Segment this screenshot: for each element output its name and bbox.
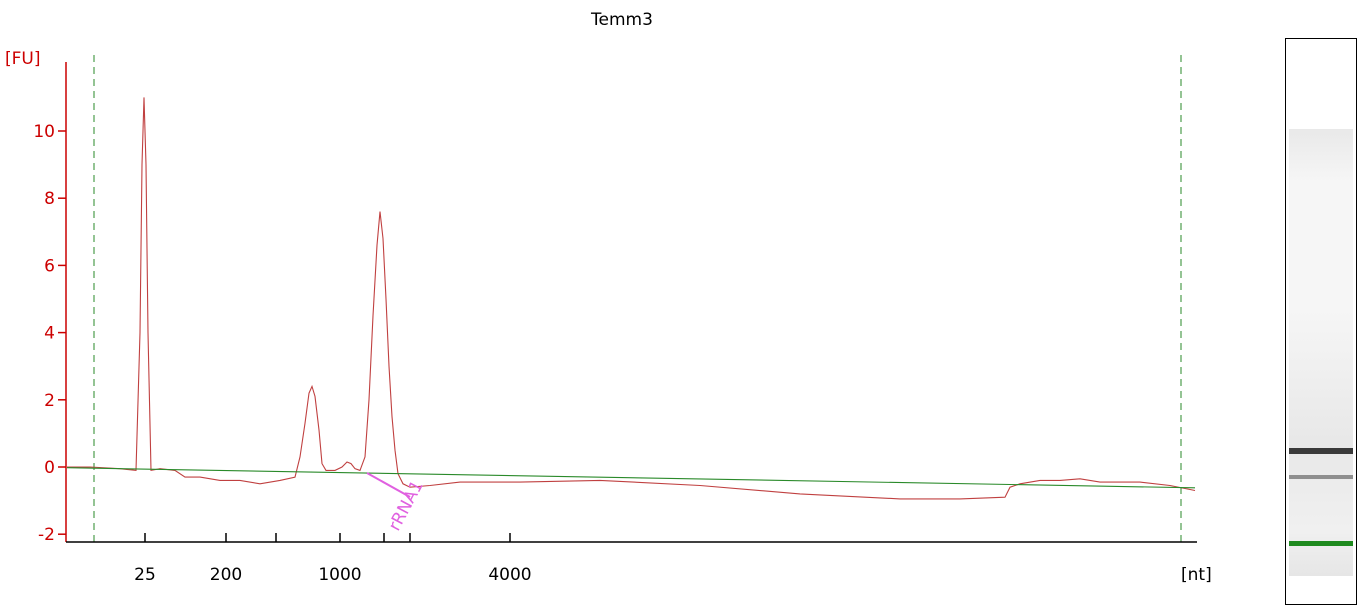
marker-lines	[93, 55, 1182, 542]
x-tick-label: 4000	[488, 565, 531, 585]
x-tick-label: 1000	[318, 565, 361, 585]
x-axis: 25 200 1000 4000	[66, 533, 1197, 585]
y-axis-label: [FU]	[5, 49, 41, 69]
annotations: rRNA1	[366, 472, 428, 534]
x-tick-label: 25	[134, 565, 156, 585]
y-tick-label: 2	[44, 391, 55, 411]
y-tick-label: 4	[44, 324, 55, 344]
annotation-line	[366, 472, 411, 498]
series-group	[66, 97, 1196, 500]
gel-lane-background	[1289, 129, 1353, 576]
y-tick-label: 0	[44, 458, 55, 478]
y-tick-label: 6	[44, 256, 55, 276]
x-axis-unit-label: [nt]	[1181, 565, 1212, 585]
gel-band-2	[1289, 541, 1353, 546]
x-tick-label: 200	[210, 565, 242, 585]
y-tick-label: -2	[38, 525, 55, 545]
gel-band-0	[1289, 448, 1353, 454]
y-axis: -2 0 2 4 6 8 10	[33, 62, 67, 545]
baseline-line	[66, 467, 1196, 489]
chart-title: Temm3	[590, 10, 653, 30]
gel-lane	[1285, 38, 1357, 605]
y-tick-label: 10	[33, 122, 55, 142]
gel-band-1	[1289, 475, 1353, 479]
y-tick-label: 8	[44, 189, 55, 209]
signal-trace	[67, 97, 1196, 500]
